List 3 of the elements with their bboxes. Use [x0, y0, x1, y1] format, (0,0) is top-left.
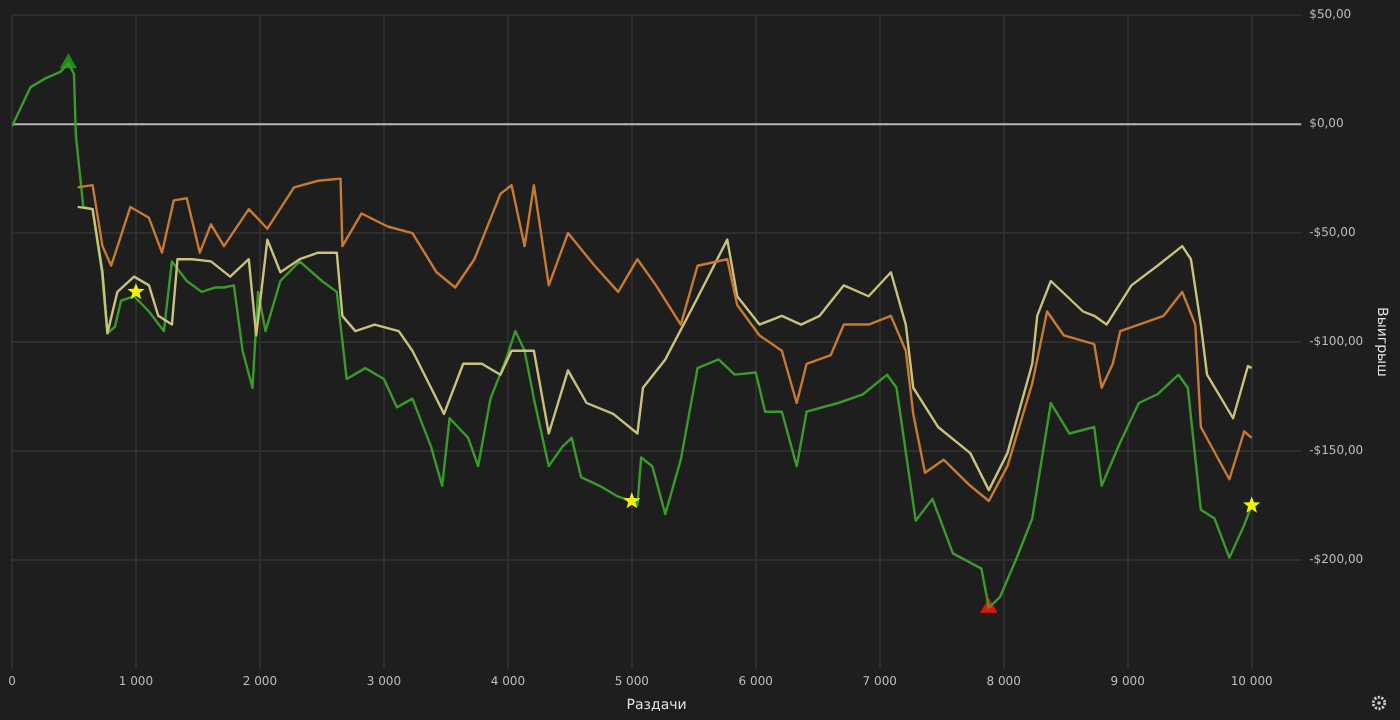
point — [1243, 496, 1261, 513]
point — [623, 492, 641, 509]
point — [127, 282, 145, 300]
